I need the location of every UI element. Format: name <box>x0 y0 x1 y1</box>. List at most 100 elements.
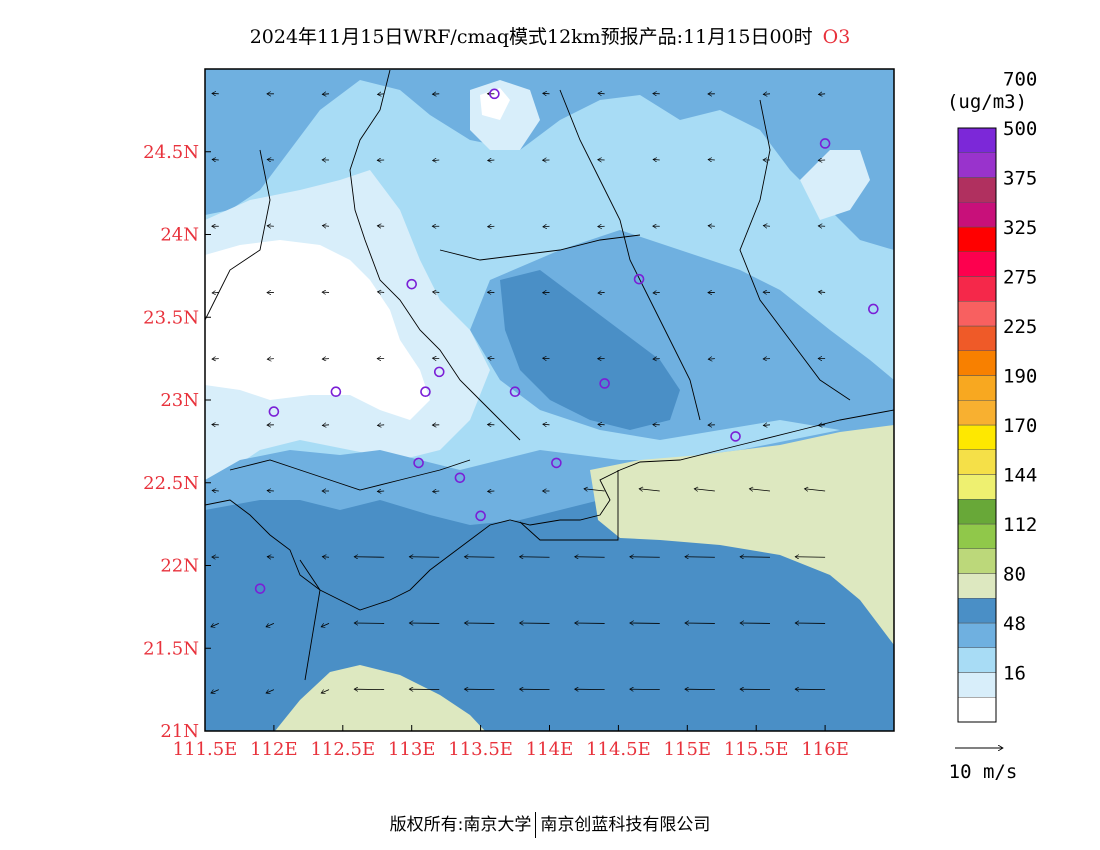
legend-swatch <box>957 301 997 327</box>
wind-arrow <box>266 623 275 626</box>
wind-arrow <box>433 491 440 492</box>
legend-label: 325 <box>1003 217 1037 239</box>
wind-arrow <box>377 425 385 426</box>
wind-arrow <box>212 292 219 293</box>
wind-arrow <box>653 159 660 160</box>
station-marker <box>406 278 418 290</box>
legend-label: 700 <box>1003 69 1037 91</box>
contour-band-16-ne <box>800 150 870 220</box>
legend-label: 275 <box>1003 267 1037 289</box>
hk-box <box>519 470 619 541</box>
legend-swatch <box>957 251 997 277</box>
wind-scale: 10 m/s <box>949 748 1017 783</box>
station-marker <box>254 583 266 594</box>
station-marker <box>268 406 280 417</box>
station-marker <box>420 386 431 398</box>
y-tick-label: 21.5N <box>143 638 199 659</box>
legend-swatch <box>957 598 997 624</box>
station-marker <box>868 303 879 315</box>
copyright-footer: 版权所有:南京大学 南京创蓝科技有限公司 <box>0 810 1100 838</box>
west-coast <box>299 559 321 681</box>
legend-swatch <box>957 573 997 599</box>
legend-swatch <box>957 177 997 203</box>
station-marker <box>730 431 741 442</box>
station-marker <box>330 386 342 398</box>
wind-arrow <box>584 489 605 491</box>
x-tick-label: 116E <box>801 739 849 760</box>
wind-arrow <box>708 226 715 227</box>
station-marker <box>509 386 521 398</box>
copyright-left: 版权所有:南京大学 <box>389 815 532 835</box>
wind-arrow <box>321 623 330 626</box>
y-tick-label: 22N <box>160 556 199 577</box>
legend-label: 16 <box>1003 663 1026 685</box>
legend-swatch <box>957 647 997 673</box>
station-marker <box>599 378 610 389</box>
wind-arrow <box>211 689 219 693</box>
wind-arrow <box>818 292 826 293</box>
x-tick-label: 113.5E <box>448 739 513 760</box>
wind-arrow <box>321 689 330 693</box>
y-tick-label: 22.5N <box>143 473 199 494</box>
wind-arrow <box>267 557 274 558</box>
wind-arrow <box>694 489 715 491</box>
y-tick-label: 23N <box>160 390 199 411</box>
legend-swatch <box>957 152 997 178</box>
wind-arrow <box>377 94 385 95</box>
x-tick-label: 115.5E <box>724 739 789 760</box>
wind-arrow <box>804 489 826 491</box>
wind-arrow <box>322 557 330 558</box>
x-tick-label: 112.5E <box>310 739 375 760</box>
map-title: 2024年11月15日WRF/cmaq模式12km预报产品:11月15日00时 O… <box>0 22 1100 49</box>
wind-arrow <box>818 425 826 426</box>
wind-arrow <box>211 623 219 626</box>
footer-separator <box>535 812 537 838</box>
legend-swatch <box>957 400 997 426</box>
x-tick-label: 114E <box>526 739 574 760</box>
legend-swatch <box>957 622 997 648</box>
station-marker <box>633 273 645 285</box>
legend-label: 48 <box>1003 613 1026 635</box>
province-boundary-1 <box>349 69 521 441</box>
province-boundary-4 <box>205 149 271 321</box>
x-tick-label: 112E <box>250 739 298 760</box>
legend-swatch <box>957 548 997 574</box>
legend-swatch <box>957 202 997 228</box>
wind-arrow <box>212 490 219 491</box>
legend-label: 80 <box>1003 564 1026 586</box>
wind-arrow <box>433 160 440 161</box>
legend-swatch <box>957 325 997 351</box>
legend-label: 112 <box>1003 514 1037 536</box>
legend-label: 170 <box>1003 415 1037 437</box>
legend-swatch <box>957 499 997 525</box>
legend-swatch <box>957 226 997 252</box>
x-tick-label: 113E <box>388 739 436 760</box>
wind-arrow <box>212 159 219 160</box>
y-tick-label: 21N <box>160 721 199 742</box>
coastline <box>205 409 894 611</box>
station-marker <box>413 457 424 469</box>
wind-arrow <box>763 94 771 95</box>
wind-arrow <box>377 292 385 293</box>
legend-swatch <box>957 424 997 450</box>
station-marker <box>819 138 831 149</box>
wind-arrow <box>543 93 550 94</box>
y-tick-label: 24N <box>160 225 199 246</box>
y-tick-label: 24.5N <box>143 142 199 163</box>
wind-arrow <box>639 489 660 491</box>
x-tick-label: 111.5E <box>173 739 238 760</box>
station-marker <box>475 510 486 522</box>
wind-arrow <box>708 160 715 161</box>
legend-swatch <box>957 697 997 723</box>
legend-colorbar: 16 48 80 112 144 170 190 225 275 325 375 500 700 <box>957 69 1037 723</box>
legend-label: 190 <box>1003 366 1037 388</box>
wind-arrow <box>653 292 660 293</box>
wind-arrow <box>708 359 715 360</box>
legend-swatch <box>957 276 997 302</box>
station-marker <box>489 88 500 100</box>
legend-frame <box>957 127 997 723</box>
contour-band-64-north <box>205 69 894 250</box>
title-main: 2024年11月15日WRF/cmaq模式12km预报产品:11月15日00时 <box>249 26 813 48</box>
station-marker <box>433 366 445 378</box>
axes: 111.5E 112E 112.5E 113E 113.5E 114E 114.5E 115E… <box>143 142 849 760</box>
